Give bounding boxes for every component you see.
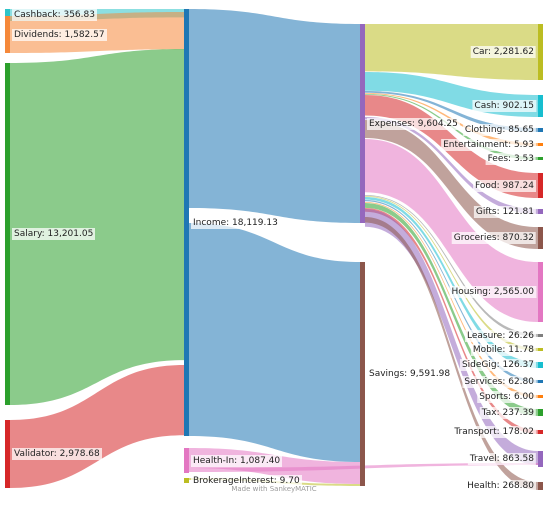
node-brokerage [184, 478, 189, 483]
node-label-food: Food: 987.24 [473, 180, 536, 192]
credit-text: Made with SankeyMATIC [231, 485, 317, 493]
node-food [538, 173, 543, 198]
node-tax [538, 409, 543, 416]
node-expenses [360, 24, 365, 223]
node-label-fees: Fees: 3.53 [485, 153, 536, 165]
node-dividends [5, 16, 10, 53]
flow-layer [10, 9, 538, 490]
node-label-clothing: Clothing: 85.65 [462, 124, 536, 136]
node-entertainment [538, 143, 543, 146]
flow-expenses-to-gifts [365, 117, 538, 214]
node-sidegig [538, 362, 543, 368]
node-cashback [5, 9, 10, 21]
node-housing [538, 262, 543, 322]
node-label-travel: Travel: 863.58 [467, 453, 536, 465]
flow-income-to-savings [189, 223, 360, 462]
node-label-leasure: Leasure: 26.26 [465, 330, 536, 342]
flow-expenses-to-health [365, 217, 538, 490]
flow-expenses-to-transport [365, 208, 538, 434]
node-validator [5, 420, 10, 488]
node-layer [5, 9, 543, 490]
flow-expenses-to-leasure [365, 195, 538, 337]
node-health [538, 482, 543, 490]
node-income [184, 9, 189, 436]
node-label-dividends: Dividends: 1,582.57 [12, 29, 107, 41]
flow-expenses-to-sidegig [365, 197, 538, 368]
node-mobile [538, 348, 543, 351]
node-label-groceries: Groceries: 870.32 [451, 232, 536, 244]
flow-expenses-to-tax [365, 203, 538, 416]
flow-expenses-to-travel [365, 209, 538, 465]
flow-expenses-to-mobile [365, 196, 538, 351]
flow-expenses-to-sports [365, 202, 538, 398]
node-transport [538, 430, 543, 434]
node-label-sports: Sports: 6.00 [477, 391, 536, 403]
node-label-services: Services: 62.80 [462, 376, 536, 388]
node-label-expenses: Expenses: 9,604.25 [367, 118, 460, 130]
node-sports [538, 395, 543, 398]
node-label-income: Income: 18,119.13 [191, 217, 280, 229]
node-cash [538, 95, 543, 117]
node-label-gifts: Gifts: 121.81 [473, 206, 536, 218]
node-label-cashback: Cashback: 356.83 [12, 9, 97, 21]
node-label-housing: Housing: 2,565.00 [449, 286, 536, 298]
node-label-transport: Transport: 178.02 [452, 426, 536, 438]
node-label-savings: Savings: 9,591.98 [367, 368, 453, 380]
node-salary [5, 63, 10, 405]
node-label-sidegig: SideGig: 126.37 [459, 359, 536, 371]
node-label-validator: Validator: 2,978.68 [12, 448, 102, 460]
flow-salary-to-income [10, 49, 184, 405]
node-label-car: Car: 2,281.62 [470, 46, 536, 58]
node-label-brokerage: BrokerageInterest: 9.70 [191, 475, 302, 487]
node-label-tax: Tax: 237.39 [479, 407, 536, 419]
node-label-entertainment: Entertainment: 5.93 [441, 139, 536, 151]
node-clothing [538, 128, 543, 132]
node-label-health: Health: 268.80 [465, 480, 536, 492]
node-label-salary: Salary: 13,201.05 [12, 228, 96, 240]
node-leasure [538, 334, 543, 337]
node-gifts [538, 209, 543, 214]
flow-expenses-to-clothing [365, 91, 538, 132]
node-services [538, 380, 543, 383]
node-savings [360, 262, 365, 486]
node-travel [538, 451, 543, 467]
node-label-cash: Cash: 902.15 [472, 100, 536, 112]
node-fees [538, 157, 543, 160]
node-car [538, 24, 543, 80]
node-label-health_in: Health-In: 1,087.40 [191, 455, 283, 467]
flow-expenses-to-car [365, 24, 538, 80]
flow-income-to-expenses [189, 9, 360, 223]
node-groceries [538, 227, 543, 249]
node-label-mobile: Mobile: 11.78 [470, 344, 536, 356]
flow-expenses-to-housing [365, 139, 538, 322]
node-health_in [184, 448, 189, 473]
